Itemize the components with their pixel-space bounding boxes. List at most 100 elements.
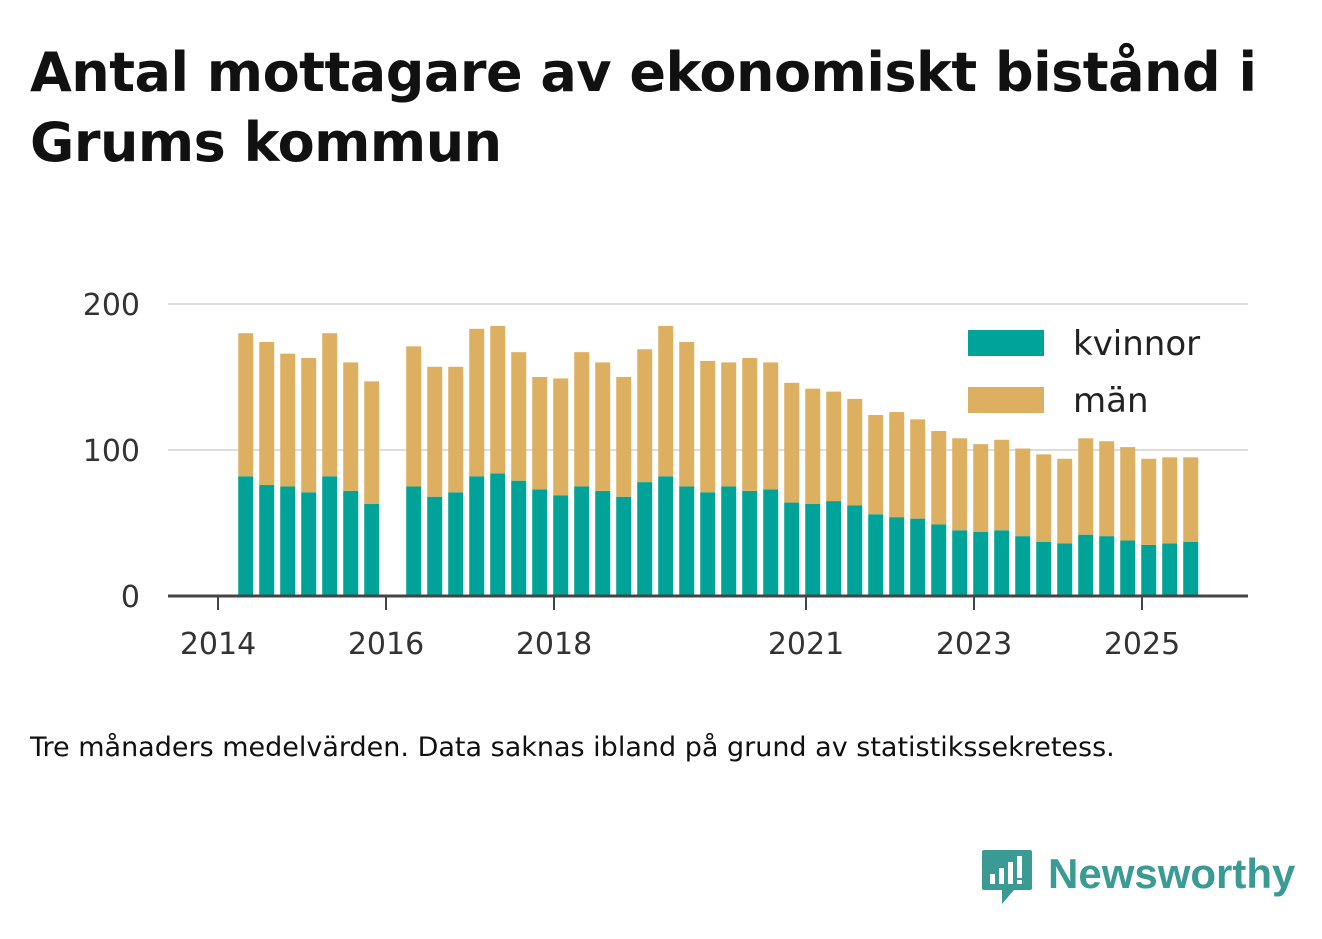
bar-man [805,388,821,505]
bar-kvinnor [763,489,779,596]
bar-man [406,346,422,487]
bar-man [1099,441,1115,537]
legend-label: män [1073,381,1149,421]
bar-kvinnor [238,476,254,596]
bar-kvinnor [574,486,590,596]
bar-man [1183,457,1199,542]
bar-man [763,362,779,490]
bar-kvinnor [301,492,317,596]
bar-kvinnor [1183,541,1199,596]
bar-man [448,366,464,493]
bar-kvinnor [448,492,464,596]
bar-man [721,362,737,487]
bar-man [238,333,254,477]
bar-man [931,431,947,525]
bar-kvinnor [784,502,800,596]
x-axis [168,594,1248,610]
bar-kvinnor [994,530,1010,596]
bar-kvinnor [280,486,296,596]
bar-man [1120,447,1136,541]
bar-man [1141,458,1157,545]
bar-kvinnor [1162,543,1178,596]
y-tick-label: 0 [121,580,140,615]
bar-man [574,352,590,487]
x-tick-label: 2018 [516,627,592,662]
bar-kvinnor [910,518,926,596]
bar-kvinnor [469,476,485,596]
bar-kvinnor [679,486,695,596]
bar-kvinnor [259,485,275,596]
bar-kvinnor [1015,536,1031,596]
brand-logo: Newsworthy [980,848,1295,908]
bar-man [1162,457,1178,544]
bar-kvinnor [1078,534,1094,596]
y-tick-label: 100 [83,434,140,469]
bar-man [1057,458,1073,544]
bar-kvinnor [532,489,548,596]
footnote: Tre månaders medelvärden. Data saknas ib… [30,732,1115,763]
bar-kvinnor [1057,543,1073,596]
bar-man [889,412,905,518]
bar-man [1036,454,1052,542]
bar-man [322,333,338,477]
bar-kvinnor [1036,541,1052,596]
y-tick-label: 200 [83,288,140,323]
bar-man [1015,448,1031,537]
bar-man [952,438,968,531]
bar-kvinnor [616,496,632,596]
bar-man [637,349,653,483]
bar-man [364,381,380,505]
bar-man [868,414,884,515]
bar-man [490,325,506,474]
bar-man [742,358,758,491]
bar-kvinnor [637,482,653,596]
bar-man [679,341,695,487]
bar-kvinnor [868,514,884,596]
bar-man [511,352,527,481]
bars [238,325,1199,596]
bar-kvinnor [1120,540,1136,596]
bar-kvinnor [721,486,737,596]
bar-kvinnor [490,473,506,596]
chart-title: Antal mottagare av ekonomiskt bistånd i … [30,41,1257,174]
x-tick-labels: 2014 2016 2018 2021 2023 2025 [180,627,1180,662]
chart: 0 100 200 2014 2016 2018 2021 2023 2025 kvinnor… [83,288,1248,662]
x-tick-label: 2025 [1104,627,1180,662]
bar-man [301,358,317,493]
bar-kvinnor [973,531,989,596]
bar-kvinnor [511,480,527,596]
legend-label: kvinnor [1073,324,1200,364]
bar-kvinnor [322,476,338,596]
bar-man [427,366,443,497]
bar-man [994,439,1010,531]
bar-kvinnor [658,476,674,596]
y-tick-labels: 0 100 200 [83,288,140,615]
bar-kvinnor [1141,544,1157,596]
bar-kvinnor [427,496,443,596]
x-tick-label: 2014 [180,627,256,662]
bar-kvinnor [1099,536,1115,596]
bar-man [616,377,632,497]
bar-man [469,328,485,477]
bar-man [595,362,611,491]
bar-kvinnor [952,530,968,596]
bar-man [973,444,989,532]
bar-man [553,378,569,496]
bar-man [280,353,296,487]
bar-kvinnor [700,492,716,596]
bar-man [847,398,863,506]
legend-swatch [968,330,1044,356]
bar-kvinnor [406,486,422,596]
x-tick-label: 2016 [348,627,424,662]
bar-man [532,377,548,490]
bar-kvinnor [343,490,359,596]
bar-man [700,360,716,493]
bar-man [259,341,275,486]
x-tick-label: 2023 [936,627,1012,662]
brand-name: Newsworthy [1048,850,1296,897]
bar-man [826,391,842,502]
bar-man [784,382,800,503]
bar-kvinnor [805,504,821,596]
bar-kvinnor [595,490,611,596]
bar-kvinnor [847,505,863,596]
